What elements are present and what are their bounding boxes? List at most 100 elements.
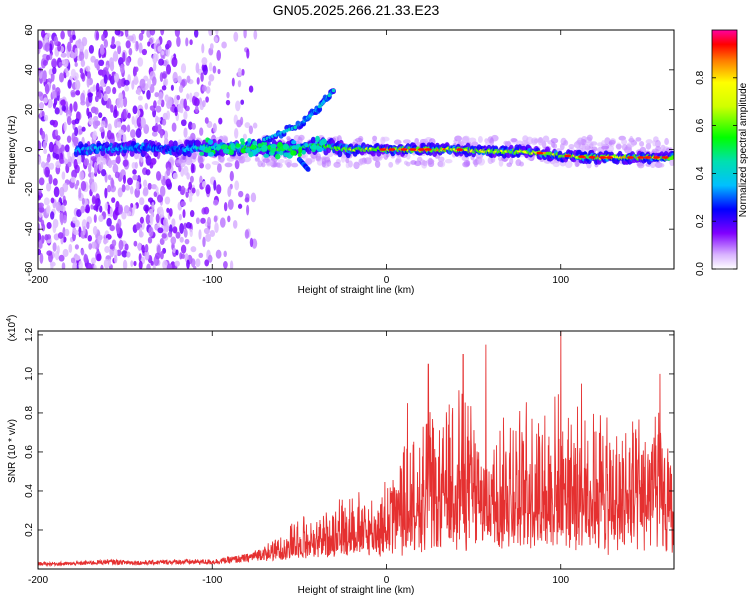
heatmap-cell	[252, 140, 258, 146]
heatmap-cell	[205, 96, 209, 103]
heatmap-cell	[209, 43, 214, 50]
heatmap-cell	[98, 112, 103, 119]
heatmap-cell	[167, 231, 173, 238]
heatmap-cell	[122, 51, 126, 63]
heatmap-cell	[53, 186, 60, 198]
heatmap-cell	[122, 96, 128, 108]
heatmap-cell	[141, 244, 145, 254]
heatmap-cell	[669, 158, 674, 167]
heatmap-cell	[38, 40, 43, 50]
colorbar: 0.0 0.2 0.4 0.6 0.8 Normalized spectral ampl…	[695, 29, 749, 276]
heatmap-cell	[161, 233, 167, 239]
heatmap-cell	[72, 262, 78, 269]
heatmap-cell	[67, 41, 72, 52]
colorbar-gradient	[711, 29, 738, 270]
heatmap-cell	[163, 225, 170, 232]
heatmap-cell	[80, 100, 86, 106]
heatmap-cell	[552, 160, 560, 168]
heatmap-cell	[225, 99, 231, 106]
heatmap-cell	[80, 205, 85, 214]
heatmap-cell	[519, 161, 524, 167]
heatmap-cell	[99, 126, 105, 133]
heatmap-cell	[60, 99, 66, 106]
heatmap-cell	[186, 93, 190, 100]
heatmap-cell	[354, 137, 363, 143]
y-tick-label: 0.4	[24, 484, 35, 498]
heatmap-cell	[578, 155, 586, 159]
heatmap-cell	[161, 118, 167, 126]
heatmap-cell	[153, 62, 157, 72]
heatmap-cell	[116, 249, 122, 257]
heatmap-cell	[153, 191, 158, 198]
heatmap-cell	[52, 90, 57, 99]
heatmap-cell	[185, 155, 192, 163]
heatmap-cell	[48, 174, 53, 185]
heatmap-cell	[60, 30, 65, 40]
heatmap-cell	[577, 137, 584, 145]
heatmap-cell	[180, 244, 187, 254]
heatmap-cell	[171, 56, 178, 68]
spectrogram-x-label: Height of straight line (km)	[298, 285, 415, 296]
heatmap-cell	[112, 163, 119, 174]
heatmap-cell	[145, 214, 151, 225]
heatmap-cell	[38, 91, 43, 97]
heatmap-cell	[166, 167, 171, 177]
heatmap-cell	[201, 57, 208, 66]
heatmap-cell	[189, 175, 194, 183]
heatmap-cell	[661, 156, 669, 159]
heatmap-cell	[117, 44, 122, 55]
heatmap-cell	[375, 155, 381, 160]
heatmap-cell	[297, 152, 302, 158]
heatmap-cell	[151, 183, 157, 190]
heatmap-cell	[139, 78, 146, 89]
heatmap-cell	[637, 162, 645, 169]
heatmap-cell	[254, 157, 261, 163]
heatmap-cell	[46, 54, 50, 61]
heatmap-cell	[133, 75, 139, 86]
heatmap-cell	[149, 30, 156, 36]
heatmap-cell	[91, 241, 97, 249]
heatmap-cell	[541, 139, 546, 147]
heatmap-cell	[305, 157, 312, 163]
heatmap-cell	[146, 263, 151, 269]
heatmap-cell	[202, 64, 208, 76]
heatmap-cell	[55, 201, 62, 212]
heatmap-cell	[179, 236, 184, 243]
heatmap-cell	[257, 143, 263, 148]
heatmap-cell	[46, 221, 52, 230]
heatmap-cell	[563, 139, 569, 146]
heatmap-cell	[237, 80, 242, 88]
heatmap-cell	[121, 184, 126, 193]
heatmap-cell	[155, 171, 162, 181]
heatmap-cell	[438, 160, 446, 168]
heatmap-cell	[635, 137, 642, 142]
heatmap-cell	[111, 179, 115, 189]
heatmap-cell	[111, 239, 117, 247]
heatmap-cell	[201, 85, 207, 92]
y-tick-label: -60	[24, 261, 35, 276]
heatmap-cell	[102, 157, 107, 165]
heatmap-cell	[111, 40, 115, 46]
snr-y-ticks: 0.2 0.4 0.6 0.8 1.0 1.2	[24, 328, 674, 537]
heatmap-cell	[131, 80, 135, 90]
heatmap-cell	[80, 249, 85, 256]
heatmap-cell	[138, 32, 144, 41]
heatmap-cell	[66, 116, 72, 126]
heatmap-cell	[215, 249, 222, 259]
heatmap-cell	[105, 85, 111, 95]
heatmap-cell	[208, 80, 212, 86]
heatmap-cell	[87, 235, 93, 242]
heatmap-cell	[127, 112, 131, 119]
heatmap-cell	[50, 197, 55, 204]
heatmap-cell	[140, 30, 145, 35]
heatmap-cell	[162, 112, 168, 121]
heatmap-cell	[74, 47, 78, 57]
heatmap-cell	[44, 114, 49, 122]
heatmap-cell	[114, 30, 121, 36]
heatmap-cell	[530, 137, 539, 144]
heatmap-cell	[97, 235, 102, 245]
heatmap-cell	[214, 37, 219, 43]
heatmap-cell	[217, 68, 221, 75]
y-tick-label: -20	[24, 182, 35, 197]
heatmap-cell	[122, 159, 129, 167]
